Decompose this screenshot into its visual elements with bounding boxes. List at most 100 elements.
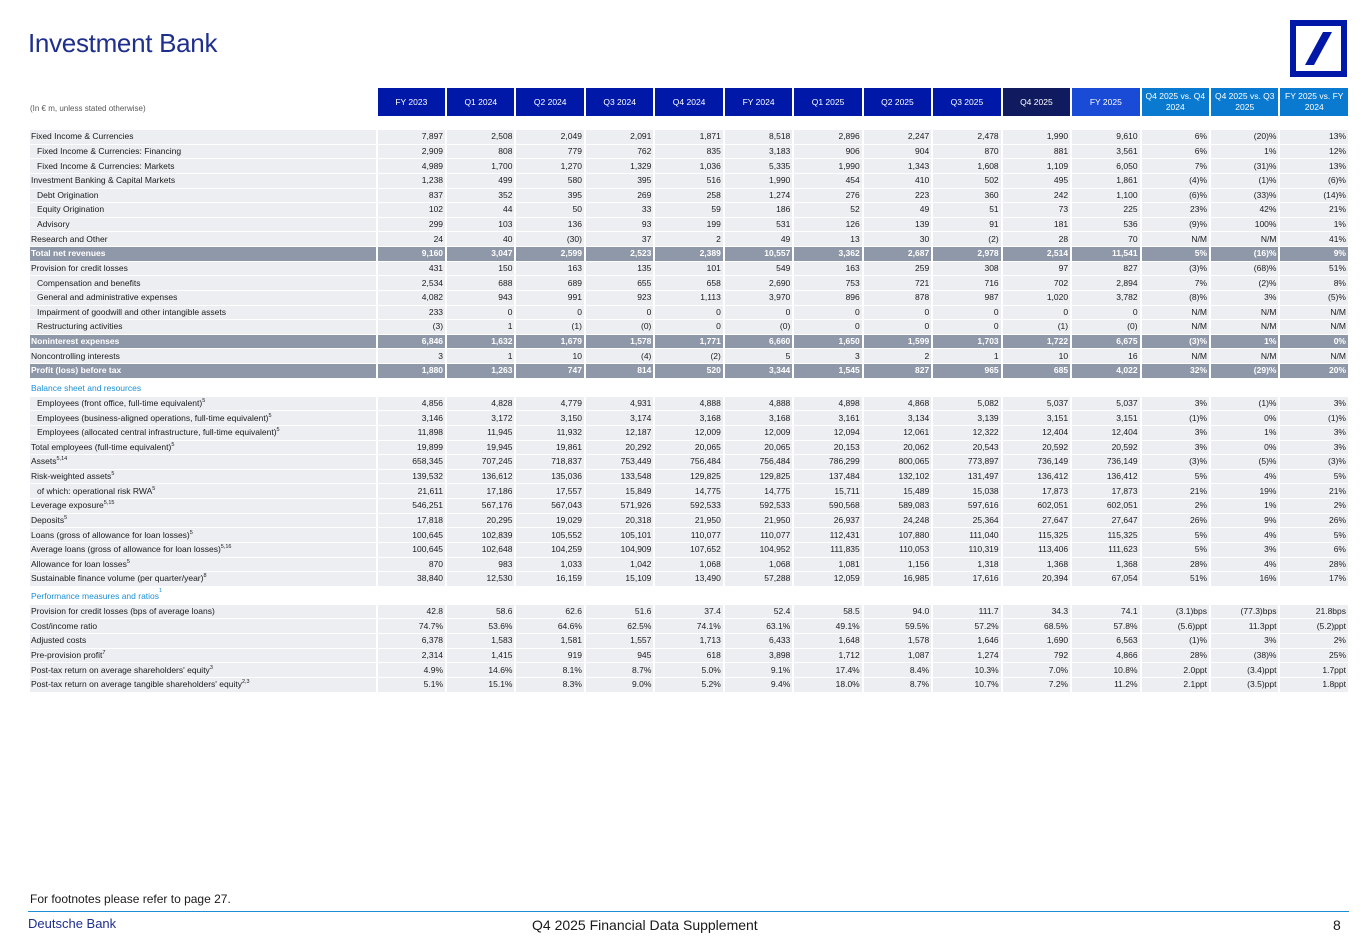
table-cell: (3)%: [1141, 261, 1210, 277]
table-cell: 1%: [1211, 144, 1279, 160]
table-cell: 1: [447, 320, 515, 335]
table-cell: 107,880: [863, 528, 932, 543]
table-cell: 16: [1072, 349, 1140, 364]
table-cell: 2,909: [377, 144, 446, 160]
table-cell: 6,660: [724, 334, 793, 350]
footnote-marker: 5: [276, 427, 280, 434]
table-cell: 93: [585, 217, 654, 233]
table-cell: 30: [863, 232, 932, 247]
table-cell: 5.1%: [377, 677, 446, 693]
table-cell: 7,897: [377, 130, 446, 145]
table-cell: 107,652: [655, 542, 723, 558]
table-cell: 104,952: [724, 542, 793, 558]
table-cell: 115,325: [1072, 528, 1140, 543]
table-cell: 19,029: [516, 513, 584, 529]
table-cell: 1,632: [447, 334, 515, 350]
table-cell: 9,610: [1072, 130, 1140, 145]
table-cell: (31)%: [1211, 159, 1279, 174]
table-cell: 2,091: [585, 130, 654, 145]
table-cell: 878: [863, 290, 932, 306]
table-cell: (14)%: [1280, 188, 1348, 204]
table-cell: 104,259: [516, 542, 584, 558]
table-row: Post-tax return on average shareholders'…: [30, 663, 1348, 678]
table-cell: 2,523: [585, 247, 654, 262]
table-cell: 139: [863, 217, 932, 233]
table-cell: 6,563: [1072, 634, 1140, 649]
column-header: Q4 2025 vs. Q3 2025: [1211, 88, 1279, 116]
table-cell: 1,042: [585, 557, 654, 573]
table-cell: 6,378: [377, 634, 446, 649]
table-cell: (0): [585, 320, 654, 335]
table-cell: 2,247: [863, 130, 932, 145]
table-cell: 57.2%: [933, 619, 1001, 634]
table-cell: 32%: [1141, 364, 1210, 379]
table-cell: 52: [794, 203, 862, 218]
table-cell: (4): [585, 349, 654, 364]
table-cell: 110,077: [724, 528, 793, 543]
table-cell: 52.4: [724, 604, 793, 620]
table-cell: 7.2%: [1002, 677, 1071, 693]
table-row: Cost/income ratio 74.7% 53.6% 64.6% 62.5% 74.…: [30, 619, 1348, 634]
row-label: Allowance for loan losses5: [30, 557, 376, 573]
table-cell: 10.7%: [933, 677, 1001, 693]
table-cell: 42%: [1211, 203, 1279, 218]
table-cell: (1)%: [1141, 634, 1210, 649]
row-label: Profit (loss) before tax: [30, 364, 376, 379]
table-cell: 68.5%: [1002, 619, 1071, 634]
table-cell: 6,675: [1072, 334, 1140, 350]
column-header: Q4 2024: [655, 88, 723, 116]
table-cell: 2,687: [863, 247, 932, 262]
table-cell: 602,051: [1072, 499, 1140, 514]
table-cell: 17,818: [377, 513, 446, 529]
table-cell: 689: [516, 276, 584, 291]
table-cell: 5,335: [724, 159, 793, 174]
row-label: Advisory: [30, 217, 376, 233]
table-cell: 20,292: [585, 440, 654, 456]
table-row: Restructuring activities (3) 1 (1) (0) 0 (0) 0 0…: [30, 320, 1348, 335]
table-cell: 28: [1002, 232, 1071, 247]
table-cell: 571,926: [585, 499, 654, 514]
table-cell: 3,139: [933, 411, 1001, 426]
section-header: Balance sheet and resources: [30, 379, 1348, 397]
table-cell: (3): [377, 320, 446, 335]
table-cell: (33)%: [1211, 188, 1279, 204]
table-cell: 0: [724, 305, 793, 321]
table-cell: 2,314: [377, 648, 446, 664]
table-cell: 58.6: [447, 604, 515, 620]
table-cell: 74.1%: [655, 619, 723, 634]
table-cell: 0: [1072, 305, 1140, 321]
column-header: Q4 2025: [1002, 88, 1071, 116]
table-cell: 870: [377, 557, 446, 573]
table-cell: (2): [933, 232, 1001, 247]
table-cell: 110,053: [863, 542, 932, 558]
table-cell: 113,406: [1002, 542, 1071, 558]
table-row: Risk-weighted assets5 139,532 136,612 135,0…: [30, 469, 1348, 485]
table-cell: 12,009: [724, 425, 793, 441]
table-cell: 136,412: [1072, 469, 1140, 485]
table-cell: 11,898: [377, 425, 446, 441]
table-cell: 4,866: [1072, 648, 1140, 664]
table-cell: 70: [1072, 232, 1140, 247]
table-cell: 10,557: [724, 247, 793, 262]
table-cell: (30): [516, 232, 584, 247]
table-cell: 51%: [1141, 572, 1210, 587]
investment-bank-table: (In € m, unless stated otherwise) FY 202…: [28, 88, 1350, 693]
section-header: Performance measures and ratios1: [30, 587, 1348, 605]
table-cell: (3.4)ppt: [1211, 663, 1279, 678]
table-cell: 991: [516, 290, 584, 306]
table-cell: (5)%: [1211, 455, 1279, 470]
table-cell: 133,548: [585, 469, 654, 485]
table-cell: 5%: [1141, 469, 1210, 485]
table-cell: N/M: [1211, 305, 1279, 321]
row-label: Noninterest expenses: [30, 334, 376, 350]
table-cell: 1,368: [1072, 557, 1140, 573]
table-cell: 8,518: [724, 130, 793, 145]
table-cell: 11,945: [447, 425, 515, 441]
table-cell: (3)%: [1141, 455, 1210, 470]
table-cell: 3: [377, 349, 446, 364]
table-cell: 17,616: [933, 572, 1001, 587]
table-cell: 19,945: [447, 440, 515, 456]
table-cell: 20,592: [1002, 440, 1071, 456]
table-cell: 21%: [1280, 203, 1348, 218]
total-row: Profit (loss) before tax 1,880 1,263 747 814…: [30, 364, 1348, 379]
